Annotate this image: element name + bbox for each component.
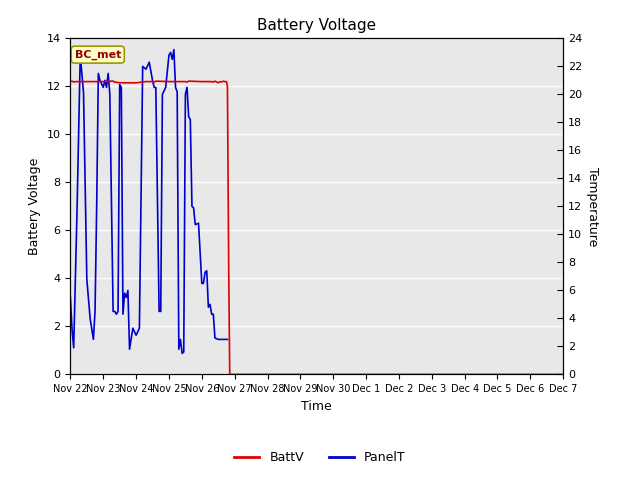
X-axis label: Time: Time [301, 400, 332, 413]
Text: BC_met: BC_met [75, 49, 121, 60]
Y-axis label: Temperature: Temperature [586, 167, 599, 246]
Y-axis label: Battery Voltage: Battery Voltage [28, 158, 41, 255]
Title: Battery Voltage: Battery Voltage [257, 18, 376, 33]
Legend: BattV, PanelT: BattV, PanelT [229, 446, 411, 469]
